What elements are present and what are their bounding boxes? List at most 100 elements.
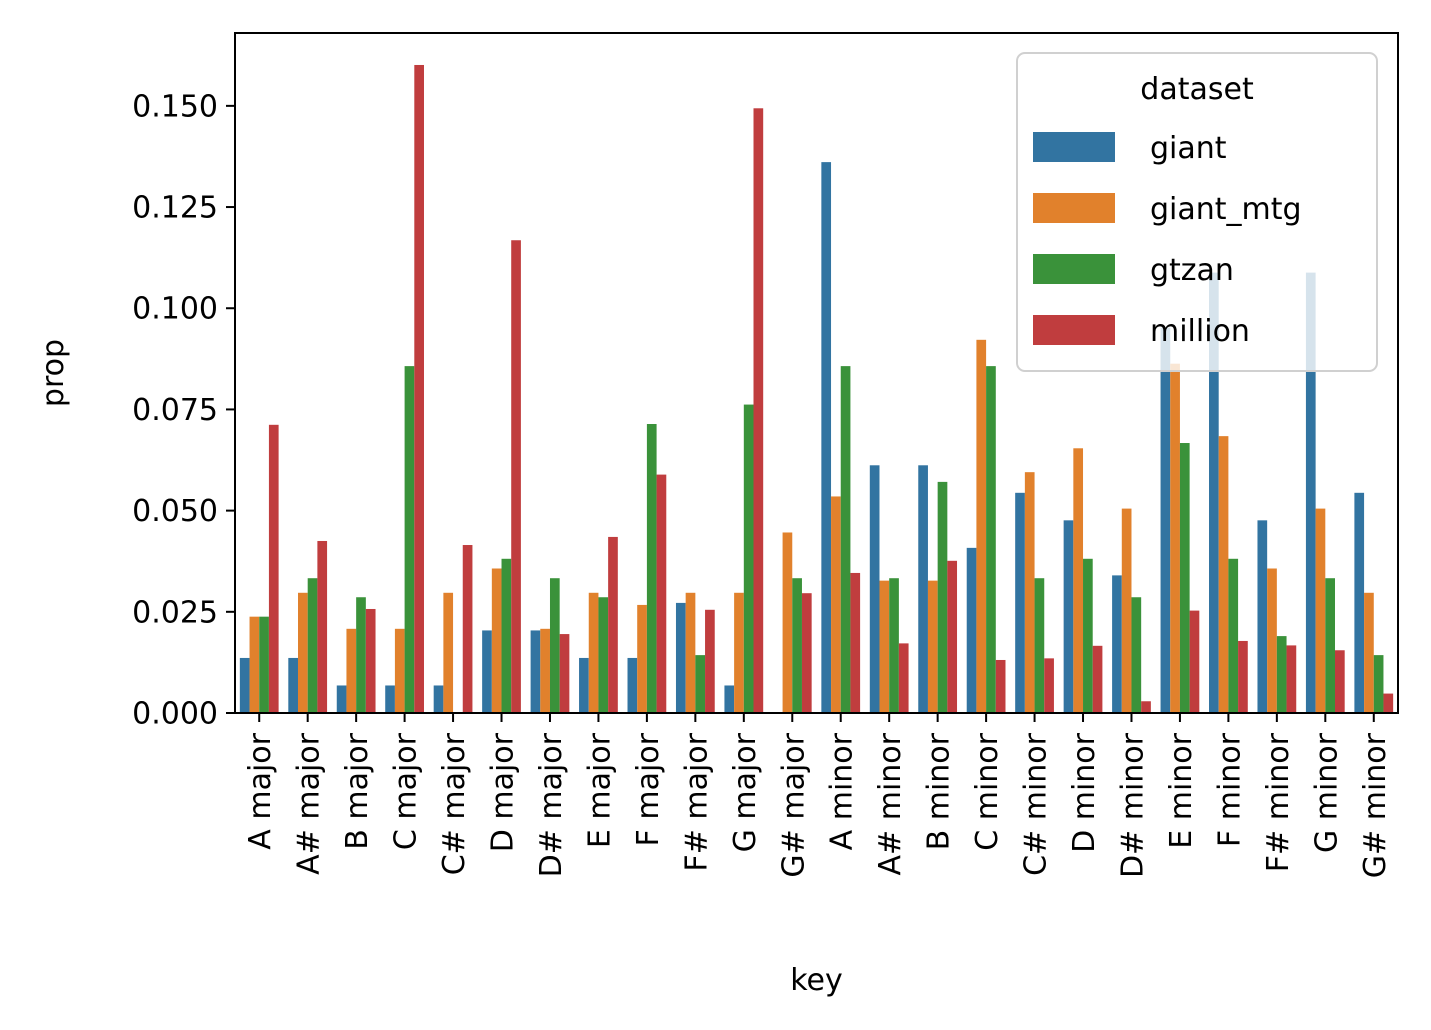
bar-giant-4 [433, 685, 444, 713]
y-tick-label: 0.075 [132, 393, 218, 428]
bar-gtzan-10 [743, 404, 754, 713]
bar-giant-7 [579, 657, 589, 713]
bar-million-22 [1335, 650, 1345, 713]
legend-swatch-giant [1033, 132, 1115, 162]
x-tick-label: C major [389, 732, 424, 850]
bar-giant-13 [869, 465, 880, 713]
bar-giant-6 [530, 630, 541, 713]
bar-giant-21 [1257, 520, 1268, 713]
bar-million-21 [1286, 645, 1297, 713]
bar-giant_mtg-20 [1218, 436, 1229, 713]
bar-giant_mtg-15 [976, 339, 987, 713]
bar-giant_mtg-12 [831, 496, 841, 713]
bar-giant-22 [1305, 272, 1316, 713]
bar-million-23 [1383, 693, 1394, 713]
x-tick-label: D minor [1067, 732, 1102, 853]
bar-giant-10 [724, 685, 735, 713]
legend-label-gtzan: gtzan [1150, 253, 1234, 288]
bar-giant_mtg-8 [637, 604, 647, 713]
bar-giant-1 [288, 657, 298, 713]
bar-giant-16 [1015, 492, 1025, 713]
bar-giant-19 [1160, 327, 1171, 713]
bar-giant_mtg-21 [1267, 568, 1277, 713]
bar-gtzan-13 [889, 578, 899, 713]
x-tick-label: G minor [1309, 732, 1344, 853]
bar-gtzan-20 [1228, 558, 1239, 713]
y-tick-label: 0.025 [132, 595, 218, 630]
bar-million-8 [656, 474, 667, 713]
bar-giant-0 [239, 657, 250, 713]
x-tick-label: G# major [776, 732, 811, 877]
bar-giant_mtg-18 [1121, 508, 1132, 713]
bar-giant_mtg-22 [1315, 508, 1326, 713]
x-tick-label: E minor [1164, 732, 1199, 848]
bar-giant_mtg-11 [782, 532, 793, 713]
bar-giant_mtg-14 [927, 580, 938, 713]
y-axis-label: prop [36, 339, 71, 407]
bar-giant-2 [336, 685, 347, 713]
y-tick-label: 0.100 [132, 292, 218, 327]
bar-million-1 [317, 540, 328, 713]
bar-gtzan-21 [1276, 636, 1287, 713]
x-tick-label: D# major [534, 732, 569, 877]
bar-gtzan-6 [549, 578, 560, 713]
y-tick-label: 0.000 [132, 697, 218, 732]
x-tick-label: D# minor [1115, 732, 1150, 878]
x-tick-label: E major [582, 732, 617, 848]
bar-gtzan-8 [646, 424, 657, 713]
bar-gtzan-19 [1179, 443, 1190, 713]
bar-giant_mtg-6 [540, 628, 550, 713]
bar-giant_mtg-3 [394, 628, 405, 713]
bars-group [239, 64, 1394, 714]
bar-giant_mtg-1 [298, 592, 308, 713]
x-tick-label: C# major [437, 732, 472, 875]
y-tick-label: 0.125 [132, 191, 218, 226]
x-tick-label: C minor [970, 732, 1005, 850]
plot-frame [234, 32, 1399, 714]
x-axis-label: key [790, 963, 843, 998]
legend-label-giant: giant [1150, 131, 1227, 166]
bar-giant_mtg-19 [1170, 363, 1180, 713]
bar-gtzan-22 [1325, 578, 1335, 713]
legend-swatch-giant_mtg [1033, 193, 1115, 223]
x-tick-label: A# minor [873, 732, 908, 875]
bar-giant-14 [918, 465, 928, 713]
bar-giant-3 [385, 685, 395, 713]
bar-giant-9 [675, 602, 686, 713]
bar-million-3 [414, 64, 424, 714]
bar-million-18 [1141, 701, 1151, 713]
bar-giant-23 [1354, 492, 1365, 713]
bar-million-6 [559, 634, 570, 713]
bar-giant_mtg-2 [346, 628, 357, 713]
bar-gtzan-16 [1034, 578, 1045, 713]
legend-label-giant_mtg: giant_mtg [1150, 192, 1302, 227]
x-tick-label: B minor [922, 732, 957, 850]
bar-million-7 [608, 536, 618, 713]
bar-million-11 [801, 593, 812, 713]
y-axis: 0.000 0.025 0.050 0.075 0.100 0.125 0.150 [132, 89, 235, 732]
bar-gtzan-12 [840, 366, 851, 713]
bar-million-12 [850, 572, 861, 713]
bar-million-20 [1238, 640, 1248, 713]
legend-label-million: million [1150, 314, 1250, 349]
bar-million-14 [947, 560, 958, 713]
bar-million-0 [268, 424, 279, 713]
x-tick-label: G# minor [1358, 732, 1393, 878]
bar-gtzan-2 [356, 597, 366, 713]
bar-million-16 [1044, 658, 1054, 713]
bar-gtzan-9 [695, 655, 706, 713]
bar-giant-17 [1063, 520, 1074, 713]
bar-gtzan-5 [501, 558, 512, 713]
bar-million-13 [898, 643, 909, 713]
bar-gtzan-18 [1131, 597, 1142, 713]
x-tick-label: F# minor [1261, 732, 1296, 872]
legend-title: dataset [1140, 72, 1254, 107]
bar-giant_mtg-5 [491, 568, 502, 713]
bar-giant-5 [482, 630, 492, 713]
bar-million-17 [1092, 645, 1103, 713]
bar-gtzan-14 [937, 481, 948, 713]
legend-swatch-gtzan [1033, 254, 1115, 284]
bar-million-2 [365, 608, 376, 713]
